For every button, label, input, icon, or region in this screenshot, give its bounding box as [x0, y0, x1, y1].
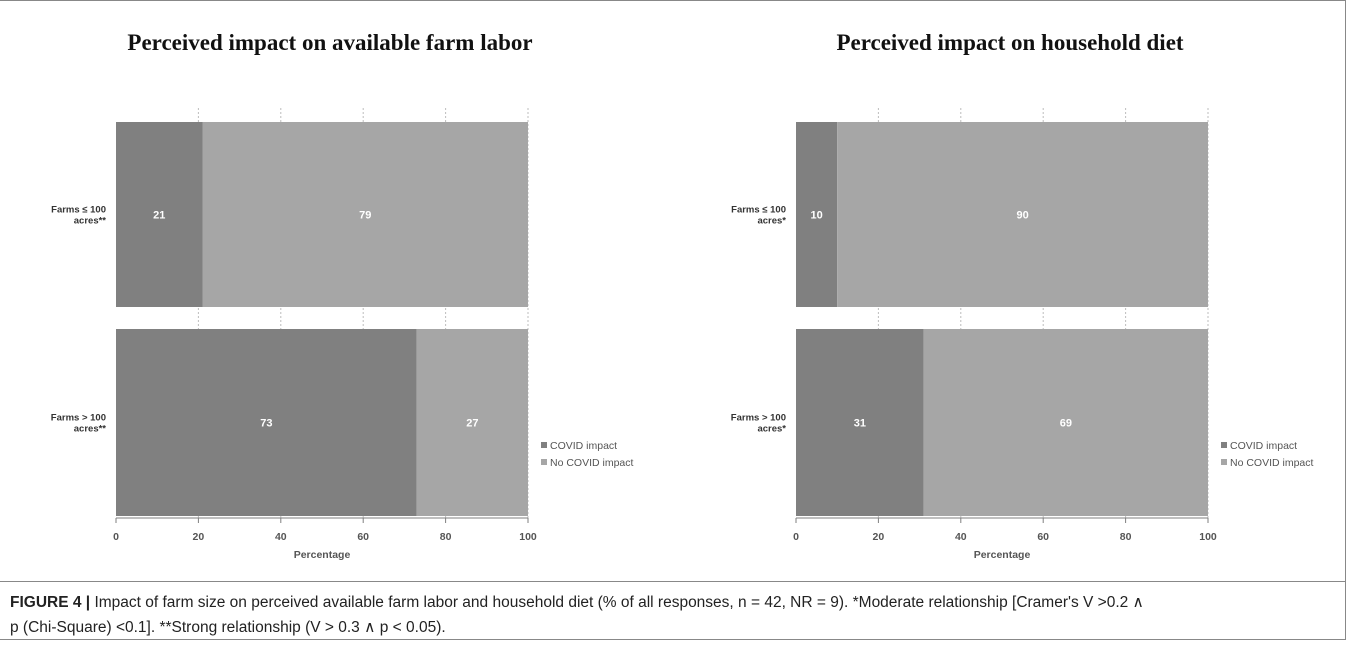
chart-title-farm-labor: Perceived impact on available farm labor	[127, 30, 533, 55]
x-tick-label: 0	[793, 531, 799, 543]
bar-segment	[202, 122, 528, 307]
bar-segment	[796, 329, 924, 516]
household-diet-chart: 10 90 Farms ≤ 100 acres* 31 69 Farms > 100 acre…	[731, 108, 1314, 561]
data-label: 69	[1060, 418, 1072, 430]
category-label: Farms > 100 acres**	[51, 413, 106, 435]
x-axis-label: Percentage	[294, 549, 351, 561]
caption-label: FIGURE 4 |	[10, 594, 91, 611]
x-tick-label: 40	[275, 531, 287, 543]
data-label: 10	[810, 210, 822, 222]
figure-frame	[0, 0, 1346, 640]
legend-label: No COVID impact	[1230, 457, 1314, 469]
legend-swatch	[541, 442, 547, 448]
caption-line-1: Impact of farm size on perceived availab…	[90, 594, 1144, 611]
bar-segment	[796, 122, 838, 307]
x-tick-label: 0	[113, 531, 119, 543]
legend-swatch	[541, 459, 547, 465]
x-tick-label: 80	[440, 531, 452, 543]
data-label: 27	[466, 418, 478, 430]
data-label: 79	[359, 210, 371, 222]
x-tick-label: 40	[955, 531, 967, 543]
chart-title-household-diet: Perceived impact on household diet	[836, 30, 1184, 55]
x-axis-label: Percentage	[974, 549, 1031, 561]
legend-label: COVID impact	[1230, 440, 1297, 452]
legend-label: COVID impact	[550, 440, 617, 452]
figure-caption: FIGURE 4 | Impact of farm size on percei…	[10, 590, 1340, 640]
bar-segment	[923, 329, 1208, 516]
bar-segment	[837, 122, 1208, 307]
x-tick-label: 100	[519, 531, 537, 543]
data-label: 73	[260, 418, 272, 430]
x-tick-label: 20	[193, 531, 205, 543]
x-tick-label: 20	[873, 531, 885, 543]
legend-swatch	[1221, 459, 1227, 465]
x-tick-label: 80	[1120, 531, 1132, 543]
bar-segment	[116, 122, 203, 307]
data-label: 21	[153, 210, 165, 222]
caption-line-2: p (Chi-Square) <0.1]. **Strong relations…	[10, 619, 446, 636]
category-label: Farms ≤ 100 acres**	[51, 205, 106, 227]
x-tick-label: 60	[357, 531, 369, 543]
x-tick-label: 60	[1037, 531, 1049, 543]
caption-divider	[0, 581, 1346, 582]
farm-labor-chart: 21 79 Farms ≤ 100 acres** 73 27 Farms > 100 acr…	[51, 108, 634, 561]
bar-segment	[416, 329, 528, 516]
category-label: Farms ≤ 100 acres*	[731, 205, 786, 227]
x-tick-label: 100	[1199, 531, 1217, 543]
bar-segment	[116, 329, 417, 516]
legend-swatch	[1221, 442, 1227, 448]
data-label: 90	[1016, 210, 1028, 222]
legend-label: No COVID impact	[550, 457, 634, 469]
category-label: Farms > 100 acres*	[731, 413, 787, 435]
data-label: 31	[854, 418, 866, 430]
